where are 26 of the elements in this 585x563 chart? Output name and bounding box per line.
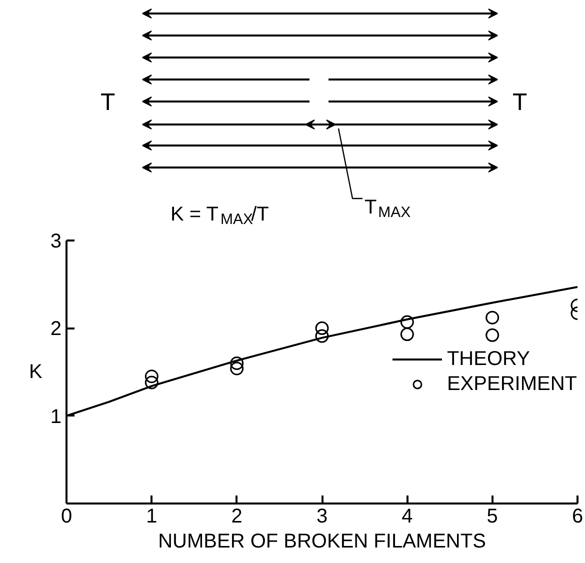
point — [315, 321, 329, 335]
point — [400, 315, 414, 329]
x-tick-label: 4 — [402, 506, 413, 528]
point — [486, 328, 500, 342]
x-axis-title: NUMBER OF BROKEN FILAMENTS — [158, 530, 486, 552]
point — [486, 310, 500, 324]
y-tick-label: 3 — [50, 230, 62, 252]
point — [400, 328, 414, 342]
point — [144, 370, 158, 384]
x-tick-label: 2 — [231, 506, 242, 528]
x-tick-label: 5 — [486, 506, 498, 528]
text: T — [100, 89, 116, 116]
x-tick-label: 0 — [60, 506, 72, 528]
y-tick-label: 1 — [50, 406, 62, 428]
x-tick-label: 6 — [572, 506, 584, 528]
x-tick-label: 3 — [316, 506, 328, 528]
legend-label: EXPERIMENT — [446, 372, 577, 396]
point — [315, 329, 329, 343]
point — [230, 362, 244, 376]
legend-label: THEORY — [446, 348, 530, 370]
point — [230, 356, 244, 370]
point — [144, 376, 158, 390]
text: T — [512, 89, 528, 116]
y-tick-label: 2 — [50, 318, 62, 340]
x-tick-label: 1 — [146, 506, 158, 528]
y-axis-title: K — [29, 361, 44, 383]
